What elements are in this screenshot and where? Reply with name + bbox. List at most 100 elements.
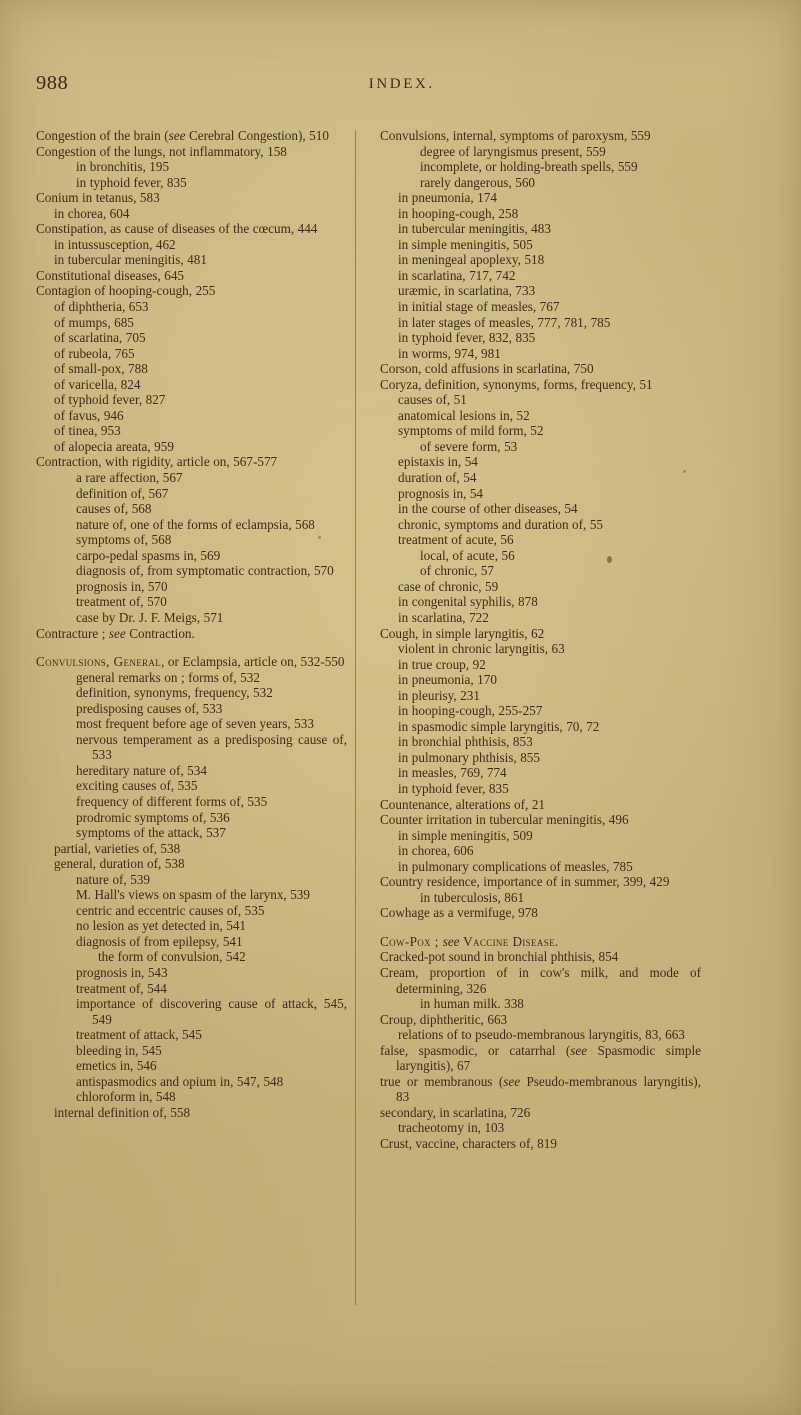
index-subentry: diagnosis of, from symptomatic contracti…: [76, 563, 334, 579]
index-subentry: most frequent before age of seven years,…: [76, 716, 314, 732]
index-subentry: causes of, 51: [398, 392, 467, 408]
entry-text: true or membranous (: [380, 1073, 504, 1089]
index-subentry: general remarks on ; forms of, 532: [76, 669, 260, 685]
index-subentry: in typhoid fever, 835: [76, 174, 187, 190]
index-subentry: in bronchitis, 195: [76, 159, 170, 175]
entry-spacer: [380, 921, 701, 934]
index-subentry: diagnosis of from epilepsy, 541: [76, 933, 243, 949]
index-column-right: Convulsions, internal, symptoms of parox…: [356, 128, 711, 1305]
index-subentry: nervous temperament as a predisposing ca…: [76, 731, 347, 763]
index-columns: Congestion of the brain ( see Cerebral Co…: [0, 128, 801, 1305]
index-subentry: predisposing causes of, 533: [76, 700, 223, 716]
index-subentry: frequency of different forms of, 535: [76, 793, 268, 809]
index-subentry: treatment of, 570: [76, 594, 167, 610]
index-entry: Constipation, as cause of diseases of th…: [36, 221, 318, 237]
index-subentry: duration of, 54: [398, 470, 477, 486]
index-subentry: of favus, 946: [54, 407, 124, 423]
index-subentry: nature of, one of the forms of eclampsia…: [76, 516, 315, 532]
index-entry: Contraction, with rigidity, article on, …: [36, 454, 278, 470]
index-entry: Constitutional diseases, 645: [36, 267, 185, 283]
index-entry: Congestion of the brain (see Cerebral Co…: [36, 128, 347, 144]
index-subentry: in pulmonary phthisis, 855: [398, 749, 540, 765]
index-subentry: definition of, 567: [76, 485, 169, 501]
index-subentry: in pneumonia, 170: [398, 672, 497, 688]
index-subentry: causes of, 568: [76, 501, 152, 517]
index-subentry: case of chronic, 59: [398, 578, 499, 594]
index-subentry: in tuberculosis, 861: [420, 889, 525, 905]
index-subentry: chloroform in, 548: [76, 1089, 176, 1105]
index-subentry: chronic, symptoms and duration of, 55: [398, 516, 604, 532]
index-subentry: a rare affection, 567: [76, 470, 183, 486]
index-subentry: in chorea, 606: [398, 843, 474, 859]
index-entry: Coryza, definition, synonyms, forms, fre…: [380, 376, 653, 392]
index-entry: Crust, vaccine, characters of, 819: [380, 1136, 557, 1151]
index-subentry: prognosis in, 570: [76, 578, 168, 594]
index-subentry: nature of, 539: [76, 871, 151, 887]
index-subentry: in meningeal apoplexy, 518: [398, 252, 545, 268]
index-subentry: of scarlatina, 705: [54, 330, 146, 346]
index-entry: true or membranous (see Pseudo-membranou…: [380, 1074, 701, 1105]
index-entry: Cow-Pox ; see Vaccine Disease.: [380, 934, 701, 950]
index-subentry: in pulmonary complications of measles, 7…: [398, 858, 633, 874]
index-subentry: of alopecia areata, 959: [54, 438, 174, 454]
index-subentry: in hooping-cough, 255-257: [398, 703, 543, 719]
index-subentry: of chronic, 57: [420, 563, 495, 579]
index-entry: Counter irritation in tubercular meningi…: [380, 812, 629, 828]
index-entry: Corson, cold affusions in scarlatina, 75…: [380, 361, 594, 377]
index-entry: Cowhage as a vermifuge, 978: [380, 905, 538, 921]
index-subentry: in worms, 974, 981: [398, 345, 501, 361]
index-subentry: in tubercular meningitis, 483: [398, 221, 551, 237]
index-entry: Cracked-pot sound in bronchial phthisis,…: [380, 949, 619, 965]
index-subentry: in typhoid fever, 832, 835: [398, 330, 536, 346]
cross-reference-see: see: [570, 1042, 588, 1058]
index-entry: Convulsions, General, or Eclampsia, arti…: [36, 654, 347, 670]
index-subentry: bleeding in, 545: [76, 1042, 162, 1058]
entry-text: Contraction.: [125, 625, 195, 641]
entry-heading-smallcaps: Convulsions, General: [36, 654, 162, 670]
index-subentry: prodromic symptoms of, 536: [76, 809, 230, 825]
entry-text: Cerebral Congestion), 510: [185, 128, 329, 143]
index-subentry: in bronchial phthisis, 853: [398, 734, 533, 750]
index-entry: Contracture ; see Contraction.: [36, 626, 347, 642]
index-subentry: of diphtheria, 653: [54, 299, 149, 315]
entry-text: Vaccine Disease.: [459, 933, 559, 949]
index-subentry: relations of to pseudo-membranous laryng…: [398, 1027, 685, 1043]
entry-spacer: [36, 641, 347, 654]
index-subentry: of mumps, 685: [54, 314, 134, 330]
index-subentry: general, duration of, 538: [54, 856, 185, 872]
page-title: INDEX.: [368, 76, 435, 92]
index-subentry: treatment of, 544: [76, 980, 167, 996]
index-subentry: degree of laryngismus present, 559: [420, 143, 606, 159]
index-subentry: definition, synonyms, frequency, 532: [76, 685, 273, 701]
index-subentry: in chorea, 604: [54, 205, 130, 221]
index-entry: Country residence, importance of in summ…: [380, 874, 670, 890]
index-subentry: uræmic, in scarlatina, 733: [398, 283, 536, 299]
index-subentry: in initial stage of measles, 767: [398, 299, 560, 315]
index-subentry: prognosis in, 543: [76, 964, 168, 980]
index-subentry: of typhoid fever, 827: [54, 392, 166, 408]
entry-text: Congestion of the brain (: [36, 128, 169, 143]
index-subentry: symptoms of the attack, 537: [76, 825, 226, 841]
index-subentry: in pleurisy, 231: [398, 687, 480, 703]
index-subentry: in later stages of measles, 777, 781, 78…: [398, 314, 611, 330]
index-subentry: rarely dangerous, 560: [420, 174, 536, 190]
index-subentry: tracheotomy in, 103: [398, 1120, 505, 1136]
running-head: 988 INDEX.: [0, 72, 801, 98]
index-entry: Conium in tetanus, 583: [36, 190, 160, 206]
cross-reference-see: see: [503, 1073, 521, 1089]
index-entry: Cream, proportion of in cow's milk, and …: [380, 964, 701, 996]
index-subentry: in hooping-cough, 258: [398, 205, 519, 221]
index-subentry: of severe form, 53: [420, 438, 518, 454]
index-entry: Convulsions, internal, symptoms of parox…: [380, 128, 651, 143]
entry-text: , or Eclampsia, article on, 532-550: [161, 654, 345, 670]
index-subentry: symptoms of mild form, 52: [398, 423, 544, 439]
index-subentry: in intussusception, 462: [54, 236, 176, 252]
index-subentry: in scarlatina, 717, 742: [398, 267, 516, 283]
index-subentry: anatomical lesions in, 52: [398, 407, 530, 423]
index-subentry: in spasmodic simple laryngitis, 70, 72: [398, 718, 600, 734]
index-column-left: Congestion of the brain ( see Cerebral Co…: [0, 128, 355, 1305]
index-subentry: of varicella, 824: [54, 376, 141, 392]
index-entry: Contagion of hooping-cough, 255: [36, 283, 216, 299]
cross-reference-see: see: [108, 625, 126, 641]
index-subentry: in pneumonia, 174: [398, 190, 497, 206]
